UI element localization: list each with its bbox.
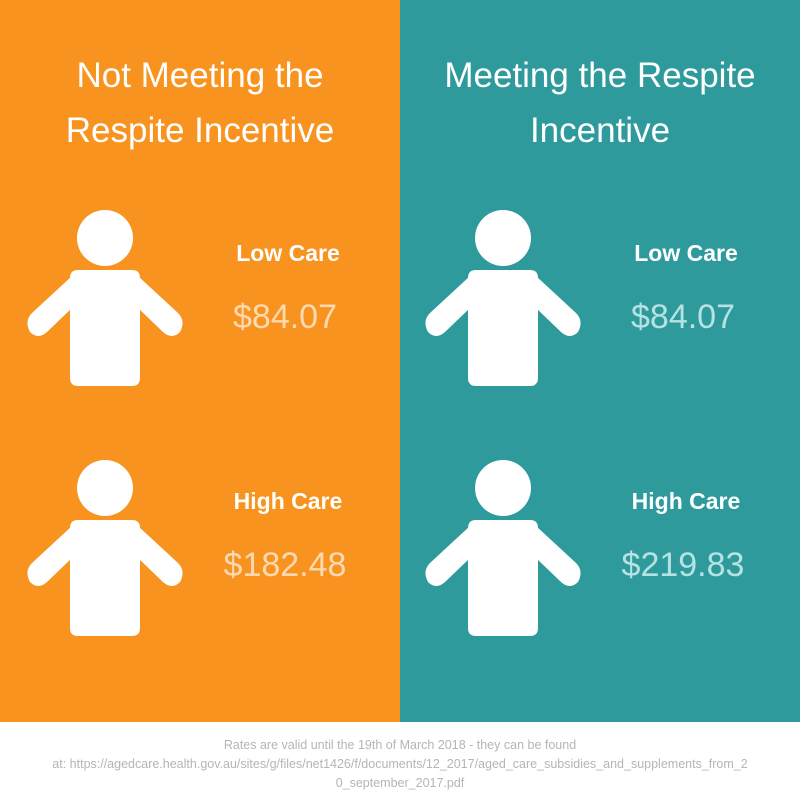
footer-line1: Rates are valid until the 19th of March …	[223, 738, 577, 752]
left-panel: Not Meeting the Respite Incentive Low Ca…	[0, 0, 400, 722]
footer-line2: at: https://agedcare.health.gov.au/sites…	[52, 757, 748, 771]
left-title-line2: Respite Incentive	[65, 111, 335, 150]
left-title-line1: Not Meeting the	[76, 56, 324, 95]
right-title: Meeting the Respite Incentive	[400, 48, 800, 158]
left-low-care-price: $84.07	[233, 298, 337, 336]
footer-note: Rates are valid until the 19th of March …	[0, 722, 800, 800]
footer-line3: 0_september_2017.pdf	[335, 776, 465, 790]
right-low-care-label: Low Care	[634, 240, 738, 266]
person-icon	[418, 208, 588, 388]
right-high-care-price: $219.83	[621, 546, 745, 584]
right-title-line1: Meeting the Respite	[444, 56, 756, 95]
person-icon	[418, 458, 588, 638]
right-low-care-price: $84.07	[631, 298, 735, 336]
left-high-care-price: $182.48	[223, 546, 347, 584]
left-title: Not Meeting the Respite Incentive	[0, 48, 400, 158]
right-high-care-label: High Care	[631, 488, 741, 514]
person-icon	[20, 208, 190, 388]
right-panel: Meeting the Respite Incentive Low Care $…	[400, 0, 800, 722]
left-low-care-label: Low Care	[236, 240, 340, 266]
right-title-line2: Incentive	[529, 111, 671, 150]
left-high-care-label: High Care	[233, 488, 343, 514]
person-icon	[20, 458, 190, 638]
